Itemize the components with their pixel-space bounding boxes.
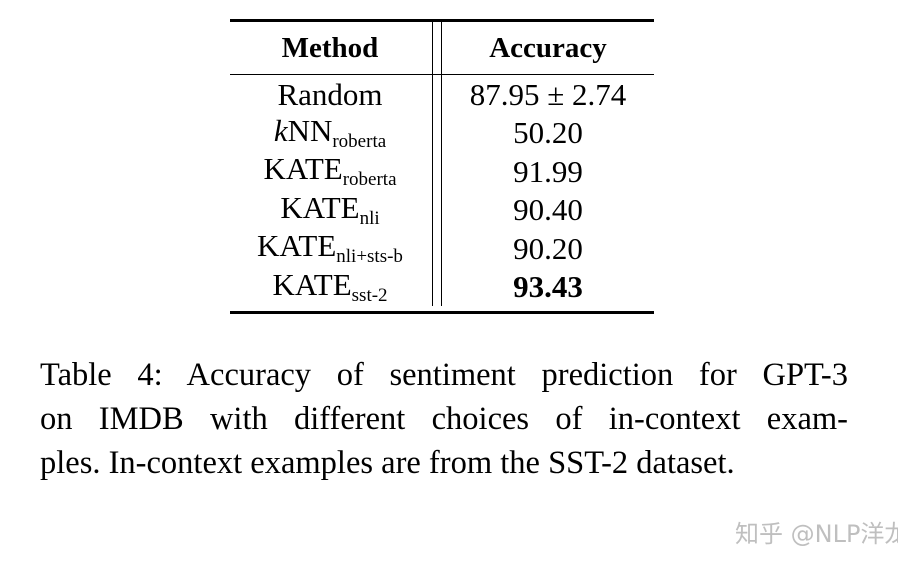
- caption-line: on IMDB with different choices of in-con…: [40, 401, 848, 437]
- column-double-separator: [432, 229, 442, 268]
- table-row: KATEroberta 91.99: [230, 152, 654, 191]
- method-name: KATE: [257, 228, 337, 264]
- method-name: Random: [277, 76, 383, 112]
- method-name: NN: [287, 112, 333, 148]
- header-accuracy: Accuracy: [489, 31, 607, 64]
- watermark: 知乎 @NLP洋龙: [735, 520, 898, 548]
- column-double-separator: [432, 113, 442, 152]
- table-row: KATEsst-2 93.43: [230, 267, 654, 306]
- table-header-rule: [230, 74, 654, 75]
- column-double-separator: [432, 190, 442, 229]
- method-cell: Random: [230, 79, 430, 110]
- method-subscript: nli+sts-b: [336, 246, 403, 268]
- column-double-separator: [432, 75, 442, 114]
- table-row: Random 87.95 ± 2.74: [230, 75, 654, 114]
- table-header-row: Method Accuracy: [230, 22, 654, 74]
- caption-line: ples. In-context examples are from the S…: [40, 445, 735, 481]
- accuracy-cell: 90.40: [513, 192, 583, 228]
- method-name: KATE: [263, 151, 343, 187]
- method-italic-prefix: k: [273, 112, 288, 148]
- table-body: Random 87.95 ± 2.74 kNNroberta 50.20 KATErob…: [230, 75, 654, 311]
- table-caption: Table 4: Accuracy of sentiment predictio…: [40, 353, 848, 485]
- column-double-separator: [432, 267, 442, 306]
- method-cell: KATEnli: [230, 192, 430, 228]
- method-subscript: roberta: [332, 130, 387, 152]
- table-top-rule: [230, 19, 654, 22]
- accuracy-cell: 50.20: [513, 115, 583, 151]
- column-double-separator: [432, 152, 442, 191]
- method-cell: KATEnli+sts-b: [230, 230, 430, 266]
- table-row: kNNroberta 50.20: [230, 113, 654, 152]
- method-cell: KATEsst-2: [230, 269, 430, 305]
- accuracy-cell: 90.20: [513, 230, 583, 266]
- column-double-separator: [432, 22, 442, 74]
- caption-line: Table 4: Accuracy of sentiment predictio…: [40, 357, 848, 393]
- method-subscript: nli: [359, 207, 380, 229]
- table-row: KATEnli 90.40: [230, 190, 654, 229]
- accuracy-cell: 91.99: [513, 153, 583, 189]
- method-subscript: roberta: [342, 169, 397, 191]
- accuracy-cell: 87.95 ± 2.74: [469, 76, 627, 112]
- header-method: Method: [281, 31, 379, 64]
- method-subscript: sst-2: [351, 284, 388, 306]
- method-cell: kNNroberta: [230, 115, 430, 151]
- method-name: KATE: [272, 266, 352, 302]
- table-row: KATEnli+sts-b 90.20: [230, 229, 654, 268]
- method-name: KATE: [280, 189, 360, 225]
- results-table: Method Accuracy Random 87.95 ± 2.74 kNNrob…: [230, 19, 654, 314]
- accuracy-cell: 93.43: [513, 269, 583, 305]
- method-cell: KATEroberta: [230, 153, 430, 189]
- table-bottom-rule: [230, 311, 654, 314]
